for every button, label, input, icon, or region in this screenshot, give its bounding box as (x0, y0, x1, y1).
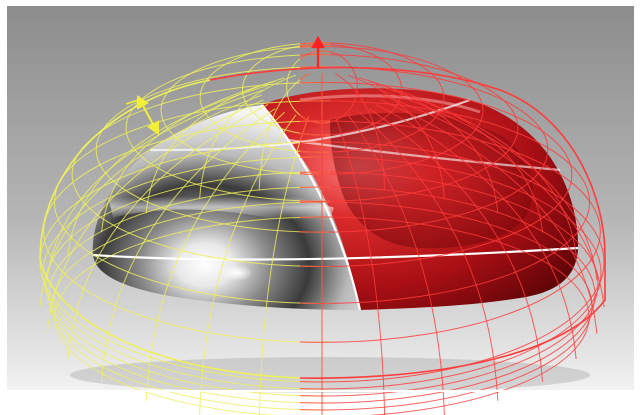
red-manipulator[interactable] (311, 35, 325, 68)
cage-outline (39, 66, 606, 379)
cage-meridian (381, 94, 605, 308)
cage-meridian (67, 85, 269, 255)
yellow-manipulator[interactable] (125, 95, 159, 135)
cage-meridian (368, 80, 543, 233)
cage-meridian (67, 104, 269, 360)
cage-meridian (101, 108, 276, 382)
cage-meridian (145, 111, 285, 401)
cage-meridian (368, 108, 543, 382)
red-wireframe-cage[interactable] (40, 42, 605, 415)
cage-meridian (347, 74, 445, 199)
cage-meridian (258, 73, 309, 191)
cage-meridian (101, 80, 276, 233)
cage-meridian (375, 104, 577, 360)
surface-seams (92, 98, 579, 311)
cage-meridian (335, 73, 386, 191)
cage-meridian (359, 77, 499, 214)
viewport-frame (5, 4, 636, 392)
cage-meridian (334, 116, 386, 415)
cage-meridian (199, 114, 297, 415)
cage-meridian (380, 89, 598, 281)
cage-meridian (258, 116, 310, 415)
cage-meridian (39, 94, 263, 308)
cage-meridian (145, 77, 285, 214)
cage-meridian (199, 74, 297, 199)
cage-meridian (375, 85, 577, 255)
cage-meridian (359, 111, 499, 401)
